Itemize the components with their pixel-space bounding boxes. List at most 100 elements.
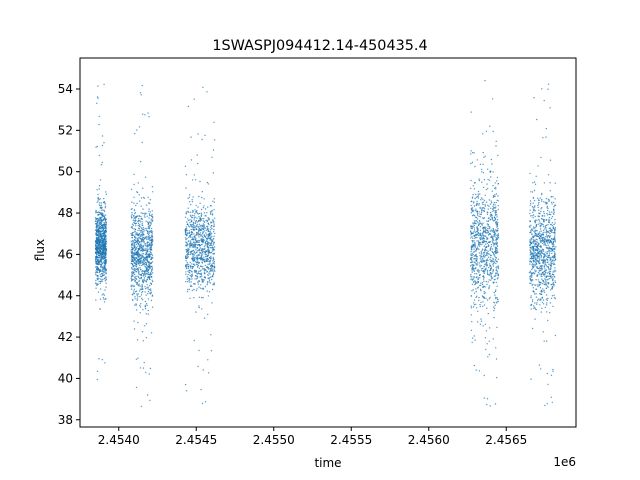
data-point — [100, 259, 102, 261]
data-point — [537, 204, 539, 207]
data-point — [473, 182, 476, 184]
data-point — [547, 207, 549, 210]
data-point — [187, 197, 189, 200]
data-point — [199, 226, 201, 228]
data-point — [210, 350, 213, 352]
data-point — [475, 267, 477, 269]
data-point — [147, 293, 149, 295]
data-point — [203, 245, 206, 248]
data-point — [477, 278, 479, 280]
data-point — [548, 211, 551, 213]
data-point — [494, 242, 496, 245]
data-point — [152, 217, 154, 219]
data-point — [497, 300, 499, 303]
data-point — [473, 234, 475, 237]
data-point — [138, 254, 140, 256]
data-point — [104, 257, 106, 259]
data-point — [148, 116, 150, 118]
data-point — [554, 222, 556, 224]
data-point — [495, 274, 497, 276]
data-point — [213, 198, 215, 200]
data-point — [193, 263, 195, 265]
data-point — [492, 257, 494, 259]
data-point — [98, 244, 101, 246]
data-point — [478, 271, 480, 274]
data-point — [196, 240, 198, 242]
data-point — [547, 278, 549, 281]
data-point — [199, 202, 201, 204]
data-point — [190, 265, 192, 268]
data-point — [549, 235, 552, 237]
data-point — [473, 258, 475, 260]
data-point — [212, 247, 214, 249]
data-point — [530, 297, 532, 299]
data-point — [470, 179, 472, 182]
data-point — [189, 214, 192, 216]
data-point — [482, 226, 484, 229]
data-point — [185, 226, 188, 228]
data-point — [105, 240, 107, 242]
data-point — [207, 258, 209, 261]
data-point — [470, 275, 472, 277]
data-point — [211, 209, 213, 212]
data-point — [539, 197, 542, 199]
data-point — [532, 290, 535, 292]
data-point — [199, 247, 202, 249]
data-point — [475, 196, 477, 199]
data-point — [541, 301, 544, 303]
data-point — [96, 96, 99, 98]
data-point — [200, 284, 202, 286]
data-point — [103, 268, 105, 270]
data-point — [98, 115, 101, 118]
data-point — [104, 266, 106, 268]
data-point — [138, 225, 140, 227]
data-point — [205, 260, 208, 262]
data-point — [185, 227, 187, 230]
data-point — [141, 235, 143, 237]
data-point — [495, 193, 498, 195]
data-point — [139, 295, 141, 298]
data-point — [541, 297, 543, 299]
data-point — [99, 242, 101, 245]
data-point — [134, 276, 136, 278]
data-point — [131, 232, 134, 234]
data-point — [482, 234, 484, 237]
data-point — [137, 275, 139, 277]
data-point — [198, 228, 200, 230]
data-point — [476, 258, 478, 260]
data-point — [96, 201, 98, 203]
data-point — [209, 230, 211, 233]
data-point — [96, 145, 99, 148]
data-point — [480, 301, 482, 304]
data-point — [538, 201, 540, 204]
data-point — [191, 278, 193, 280]
data-point — [147, 269, 150, 272]
data-point — [473, 152, 475, 154]
data-point — [546, 255, 548, 257]
data-point — [103, 294, 106, 296]
data-point — [196, 154, 198, 156]
data-point — [478, 215, 480, 217]
data-point — [554, 227, 556, 229]
data-point — [101, 266, 104, 268]
data-point — [476, 159, 479, 161]
data-point — [488, 227, 491, 230]
data-point — [100, 209, 103, 211]
data-point — [495, 268, 498, 270]
data-point — [490, 207, 492, 209]
data-point — [103, 218, 105, 220]
data-point — [203, 225, 205, 227]
data-point — [470, 162, 472, 165]
data-point — [532, 256, 535, 258]
data-point — [532, 267, 534, 269]
data-point — [198, 254, 200, 256]
data-point — [191, 236, 193, 238]
data-point — [189, 222, 191, 224]
data-point — [496, 270, 499, 272]
data-point — [535, 249, 537, 251]
data-point — [470, 200, 472, 203]
data-point — [213, 242, 215, 245]
data-point — [494, 251, 496, 253]
data-point — [134, 133, 136, 135]
